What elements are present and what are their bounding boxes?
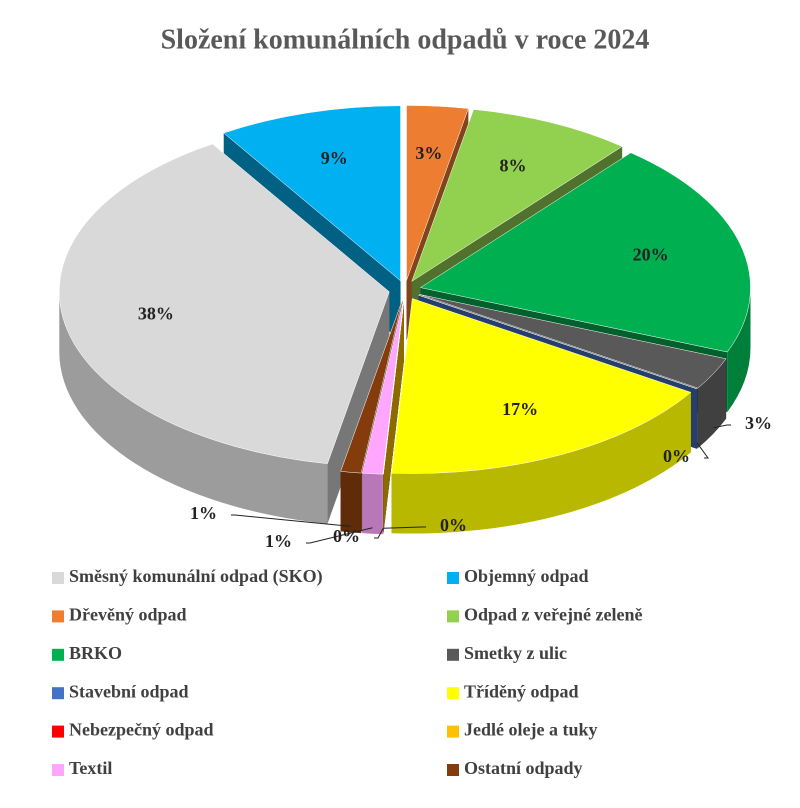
data-label: 38% (138, 304, 174, 324)
leader-line (696, 442, 709, 459)
leader-line (306, 527, 373, 544)
slice (411, 109, 623, 282)
data-label: 3% (745, 413, 772, 433)
legend-swatch (447, 610, 459, 623)
data-label: 0% (333, 526, 360, 546)
legend-swatch (52, 648, 64, 661)
legend-swatch (447, 725, 459, 738)
data-label: 0% (440, 515, 467, 535)
slice-side (340, 471, 362, 534)
legend-swatch (447, 572, 459, 584)
slice (223, 105, 401, 282)
slice (59, 143, 390, 464)
slice (406, 105, 469, 281)
legend-label: Dřevěný odpad (69, 605, 187, 625)
data-label: 3% (415, 143, 442, 163)
legend-label: Odpad z veřejné zeleně (464, 605, 642, 625)
legend-swatch (52, 725, 64, 738)
legend-swatch (52, 610, 64, 623)
legend-label: Jedlé oleje a tuky (464, 720, 597, 740)
leader-line (383, 526, 426, 529)
legend-swatch (52, 687, 64, 700)
legend-swatch (447, 648, 459, 661)
slice-side (362, 473, 383, 535)
slice (418, 294, 698, 390)
legend-label: Nebezpečný odpad (69, 720, 214, 740)
data-label: 8% (499, 155, 526, 175)
legend-swatch (52, 764, 64, 776)
legend-label: Objemný odpad (464, 566, 589, 586)
data-label: 9% (321, 148, 348, 168)
legend-swatch (447, 687, 459, 700)
data-label: 17% (502, 399, 538, 419)
legend-label: Textil (69, 758, 112, 778)
slice (419, 294, 727, 389)
legend-label: Stavební odpad (69, 681, 189, 701)
legend-label: Ostatní odpady (464, 758, 583, 778)
legend-label: BRKO (69, 643, 122, 663)
legend-label: Tříděný odpad (464, 681, 579, 701)
leader-line (374, 527, 384, 539)
leader-line (713, 424, 731, 429)
slice (419, 152, 751, 353)
data-label: 20% (633, 244, 669, 264)
slice (361, 299, 404, 475)
slice-side (697, 358, 727, 449)
legend-label: Směsný komunální odpad (SKO) (69, 566, 323, 587)
slice (391, 298, 692, 474)
data-label: 0% (663, 446, 690, 466)
slice-radial-face (383, 299, 404, 535)
data-label: 1% (265, 531, 292, 551)
legend-swatch (52, 572, 64, 584)
legend-swatch (447, 764, 459, 776)
slice (340, 299, 403, 474)
slice-side (391, 392, 691, 534)
slice-side (59, 291, 328, 524)
data-label: 1% (190, 503, 217, 523)
legend-label: Smetky z ulic (464, 643, 567, 663)
leader-line (231, 514, 351, 527)
chart-title: Složení komunálních odpadů v roce 2024 (161, 24, 650, 55)
slice-side (727, 287, 751, 413)
pie-tops (59, 105, 751, 475)
